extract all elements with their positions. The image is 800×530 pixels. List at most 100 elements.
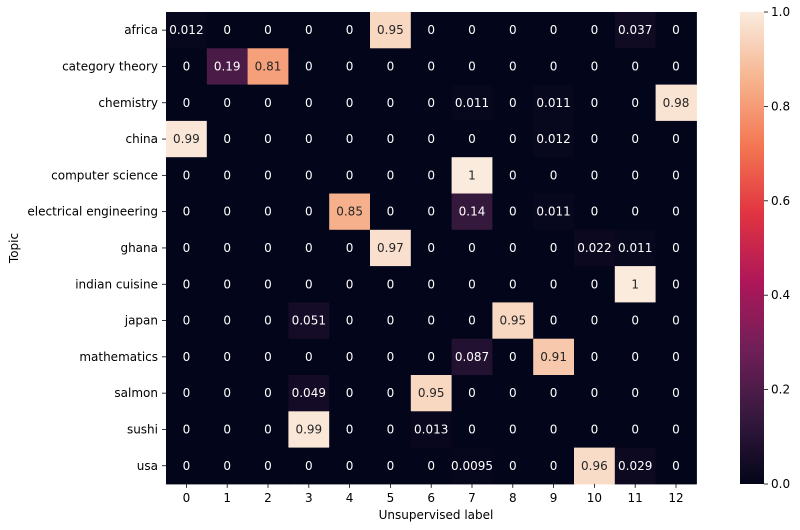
cell-value-label: 0 [591, 132, 599, 146]
heatmap-cell [410, 266, 453, 303]
colorbar-tick-label: 0.0 [771, 477, 790, 491]
heatmap-cell [533, 266, 575, 303]
cell-value-label: 0 [305, 96, 313, 110]
cell-value-label: 0 [509, 132, 517, 146]
heatmap-cell [166, 338, 208, 376]
cell-value-label: 0 [346, 350, 354, 364]
heatmap-cell [655, 266, 697, 303]
heatmap-cell [533, 302, 575, 340]
cell-value-label: 0 [591, 422, 599, 436]
y-axis-title: Topic [7, 233, 21, 264]
heatmap-cell [614, 375, 657, 412]
cell-value-label: 0 [591, 350, 599, 364]
heatmap-cell [410, 411, 453, 449]
cell-value-label: 0 [468, 277, 476, 291]
heatmap-cell [410, 338, 453, 376]
heatmap-cell [410, 302, 453, 340]
colorbar [740, 12, 764, 484]
cell-value-label: 0 [183, 168, 191, 182]
heatmap-cell [288, 411, 330, 449]
heatmap-cell [574, 375, 616, 412]
cell-value-label: 0 [183, 241, 191, 255]
cell-value-label: 0 [550, 59, 558, 73]
heatmap-cell [206, 447, 249, 485]
cell-value-label: 0 [264, 205, 272, 219]
heatmap-cell [614, 157, 657, 194]
heatmap-cell [166, 48, 208, 86]
cell-value-label: 0 [427, 205, 435, 219]
heatmap-cell [614, 338, 657, 376]
cell-value-label: 0 [509, 23, 517, 37]
heatmap-cell [410, 375, 453, 412]
heatmap-cell [288, 302, 330, 340]
heatmap-cell [574, 120, 616, 158]
heatmap-cell [533, 411, 575, 449]
heatmap-cell [492, 411, 534, 449]
cell-value-label: 0 [591, 23, 599, 37]
heatmap-cell [614, 302, 657, 340]
heatmap-cell [206, 193, 249, 231]
cell-value-label: 0 [427, 241, 435, 255]
cell-value-label: 0 [591, 277, 599, 291]
heatmap-cell [655, 120, 697, 158]
heatmap-cell [533, 447, 575, 485]
cell-value-label: 0 [183, 459, 191, 473]
y-tick-label: salmon [114, 386, 158, 400]
cell-value-label: 0 [672, 422, 680, 436]
cell-value-label: 0 [264, 314, 272, 328]
x-tick-label: 1 [223, 491, 231, 505]
cell-value-label: 0 [427, 168, 435, 182]
y-tick-label: africa [124, 23, 158, 37]
heatmap-cell [329, 48, 371, 86]
cell-value-label: 0 [264, 350, 272, 364]
cell-value-label: 0 [672, 59, 680, 73]
cell-value-label: 0.011 [618, 241, 652, 255]
cell-value-label: 0 [672, 350, 680, 364]
heatmap-cell [451, 375, 493, 412]
heatmap-cell [288, 193, 330, 231]
colorbar-tick-label: 0.6 [771, 194, 790, 208]
cell-value-label: 0 [631, 314, 639, 328]
cell-value-label: 0 [672, 23, 680, 37]
cell-value-label: 0 [468, 59, 476, 73]
cell-value-label: 0.011 [536, 96, 570, 110]
cell-value-label: 0 [183, 350, 191, 364]
cell-value-label: 0 [509, 59, 517, 73]
cell-value-label: 0 [672, 386, 680, 400]
heatmap-cell [451, 157, 493, 194]
cell-value-label: 0 [550, 277, 558, 291]
heatmap-cell [206, 157, 249, 194]
heatmap-cell [451, 120, 493, 158]
heatmap-cell [247, 229, 289, 267]
y-tick-label: usa [137, 459, 158, 473]
cell-value-label: 0 [264, 168, 272, 182]
heatmap-cell [574, 229, 616, 267]
cell-value-label: 0 [631, 59, 639, 73]
cell-value-label: 0 [223, 350, 231, 364]
cell-value-label: 0 [305, 205, 313, 219]
heatmap-cell [614, 411, 657, 449]
cell-value-label: 0 [427, 350, 435, 364]
cell-value-label: 0 [387, 168, 395, 182]
heatmap-cell [533, 12, 575, 49]
cell-value-label: 0 [672, 314, 680, 328]
heatmap-cell [166, 411, 208, 449]
heatmap-cell [451, 12, 493, 49]
cell-value-label: 0.96 [581, 459, 608, 473]
heatmap-cell [410, 12, 453, 49]
x-tick-label: 11 [628, 491, 643, 505]
heatmap-cell [247, 266, 289, 303]
cell-value-label: 0 [223, 241, 231, 255]
cell-value-label: 0 [346, 422, 354, 436]
cell-value-label: 0 [346, 277, 354, 291]
cell-value-label: 0 [631, 386, 639, 400]
cell-value-label: 0 [468, 241, 476, 255]
colorbar-tick-label: 1.0 [771, 5, 790, 19]
cell-value-label: 0 [427, 314, 435, 328]
heatmap-cell [247, 12, 289, 49]
heatmap-cell [288, 229, 330, 267]
cell-value-label: 1 [631, 277, 639, 291]
cell-value-label: 0 [346, 96, 354, 110]
cell-value-label: 0 [223, 23, 231, 37]
